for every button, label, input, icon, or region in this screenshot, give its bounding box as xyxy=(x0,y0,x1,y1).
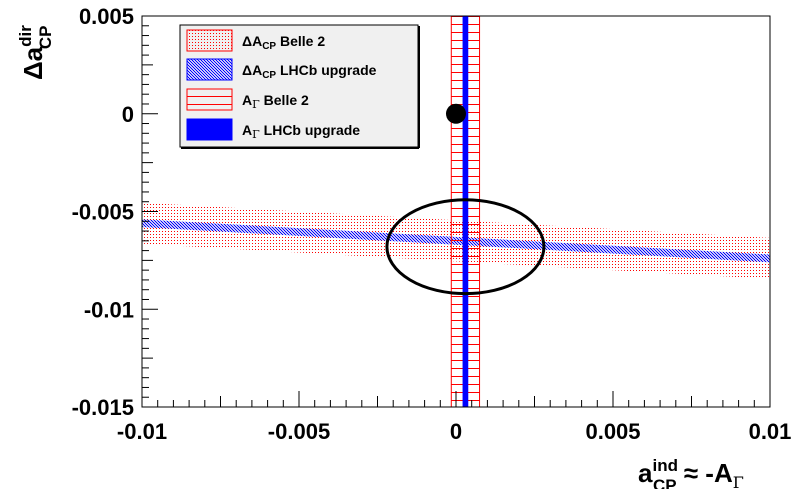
legend-3-main: A xyxy=(242,92,252,108)
axis-ticks xyxy=(141,15,771,408)
legend-label-dacp-lhcb: ΔACP LHCb upgrade xyxy=(242,62,377,81)
y-tick-label: -0.015 xyxy=(72,395,134,420)
x-tick-label: 0.01 xyxy=(749,419,792,444)
legend-2-sub: CP xyxy=(262,70,276,81)
contour-ellipse xyxy=(385,198,546,296)
x-tick-label: 0.005 xyxy=(585,419,640,444)
legend-swatch-agamma-belle2 xyxy=(186,88,233,111)
legend-3-rest: Belle 2 xyxy=(260,92,309,108)
x-axis-title-tail: ≈ -A xyxy=(677,458,733,488)
legend-1-rest: Belle 2 xyxy=(276,33,325,49)
legend-swatch-agamma-lhcb xyxy=(186,118,233,141)
x-tick-label: -0.005 xyxy=(268,419,330,444)
plot-area xyxy=(142,16,770,407)
y-axis-title-sup: dir xyxy=(16,25,35,47)
legend-4-sub: Γ xyxy=(252,128,260,141)
x-axis-title-tail-sub: Γ xyxy=(733,473,744,489)
x-tick-labels: -0.01 -0.005 0 0.005 0.01 xyxy=(117,419,791,444)
y-axis-title-sub: CP xyxy=(36,25,55,49)
y-tick-label: 0.005 xyxy=(79,4,134,29)
x-axis-title-base: a xyxy=(638,458,653,488)
legend-2-main: ΔA xyxy=(242,62,262,78)
legend-label-dacp-belle2: ΔACP Belle 2 xyxy=(242,33,325,52)
x-tick-label: -0.01 xyxy=(117,419,167,444)
legend-1-sub: CP xyxy=(262,41,276,52)
legend-4-rest: LHCb upgrade xyxy=(260,122,361,138)
legend-label-agamma-lhcb: AΓ LHCb upgrade xyxy=(242,122,360,141)
x-axis-title-sup: ind xyxy=(652,456,678,475)
x-tick-label: 0 xyxy=(450,419,462,444)
y-tick-label: -0.005 xyxy=(72,200,134,225)
legend-label-agamma-belle2: AΓ Belle 2 xyxy=(242,92,309,111)
x-axis-title: aind CP ≈ -AΓ xyxy=(638,456,744,489)
y-tick-labels: 0.005 0 -0.005 -0.01 -0.015 xyxy=(72,4,134,420)
y-tick-label: 0 xyxy=(122,102,134,127)
legend-1-main: ΔA xyxy=(242,33,262,49)
x-axis-title-sub: CP xyxy=(653,476,677,489)
y-axis-title: ΔadirCP xyxy=(16,25,55,80)
legend-swatch-dacp-lhcb xyxy=(186,58,233,81)
legend-3-sub: Γ xyxy=(252,98,260,111)
legend-4-main: A xyxy=(242,122,252,138)
y-tick-label: -0.01 xyxy=(84,297,134,322)
legend-2-rest: LHCb upgrade xyxy=(276,62,377,78)
y-axis-title-base: Δa xyxy=(18,46,48,80)
band-agamma-lhcb xyxy=(462,16,469,407)
legend: ΔACP Belle 2 ΔACP LHCb upgrade AΓ Belle … xyxy=(179,24,420,149)
legend-swatch-dacp-belle2 xyxy=(186,29,233,52)
data-point xyxy=(446,103,466,124)
